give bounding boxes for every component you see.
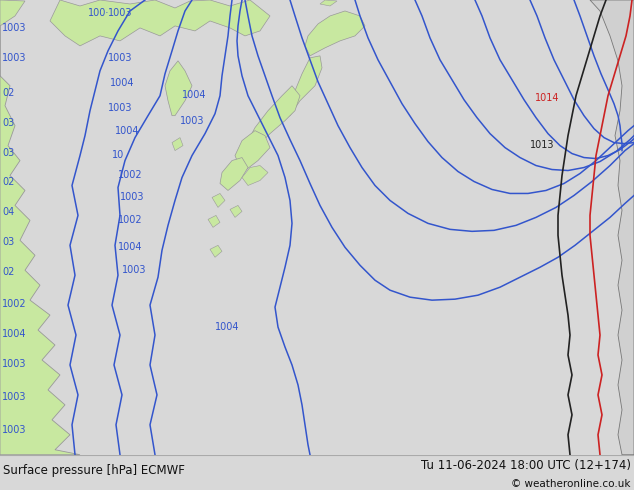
Text: 1002: 1002 <box>118 170 143 179</box>
Polygon shape <box>210 245 222 257</box>
Polygon shape <box>0 0 80 455</box>
Text: 03: 03 <box>2 237 14 247</box>
Text: 10: 10 <box>112 149 124 160</box>
Text: 02: 02 <box>2 177 15 188</box>
Polygon shape <box>235 131 270 171</box>
Text: 1004: 1004 <box>118 242 143 252</box>
Polygon shape <box>590 0 634 455</box>
Polygon shape <box>242 166 268 186</box>
Polygon shape <box>212 194 225 207</box>
Text: 1014: 1014 <box>535 93 559 103</box>
Text: 1002: 1002 <box>2 299 27 309</box>
Text: 1003: 1003 <box>108 8 133 18</box>
Text: 1004: 1004 <box>215 322 240 332</box>
Polygon shape <box>230 205 242 218</box>
Polygon shape <box>305 11 365 56</box>
Text: 04: 04 <box>2 207 14 218</box>
Text: 02: 02 <box>2 88 15 98</box>
Text: 1003: 1003 <box>2 392 27 402</box>
Polygon shape <box>50 0 270 46</box>
Text: 03: 03 <box>2 147 14 158</box>
Polygon shape <box>220 158 248 191</box>
Text: 1004: 1004 <box>110 78 134 88</box>
Text: 1002: 1002 <box>118 216 143 225</box>
Text: 1004: 1004 <box>182 90 207 100</box>
Text: 1003: 1003 <box>2 359 27 369</box>
Text: 03: 03 <box>2 118 14 128</box>
Text: 100·: 100· <box>88 8 110 18</box>
Polygon shape <box>320 0 337 6</box>
Text: © weatheronline.co.uk: © weatheronline.co.uk <box>512 479 631 489</box>
Text: 1003: 1003 <box>180 116 205 125</box>
Polygon shape <box>280 56 322 118</box>
Polygon shape <box>0 0 25 26</box>
Polygon shape <box>208 216 220 227</box>
Text: 1003: 1003 <box>120 193 145 202</box>
Polygon shape <box>165 61 192 116</box>
Polygon shape <box>248 86 300 146</box>
Text: 1003: 1003 <box>2 425 27 435</box>
Text: 1003: 1003 <box>108 103 133 113</box>
Text: 1004: 1004 <box>2 329 27 339</box>
Text: 1004: 1004 <box>115 125 139 136</box>
Text: 1013: 1013 <box>530 140 555 149</box>
Text: 1003: 1003 <box>2 53 27 63</box>
Text: 1003: 1003 <box>108 53 133 63</box>
Text: 1003: 1003 <box>2 23 27 33</box>
Text: Tu 11-06-2024 18:00 UTC (12+174): Tu 11-06-2024 18:00 UTC (12+174) <box>421 459 631 472</box>
Text: Surface pressure [hPa] ECMWF: Surface pressure [hPa] ECMWF <box>3 464 185 477</box>
Polygon shape <box>172 138 183 150</box>
Text: 1003: 1003 <box>122 265 146 275</box>
Text: 02: 02 <box>2 267 15 277</box>
